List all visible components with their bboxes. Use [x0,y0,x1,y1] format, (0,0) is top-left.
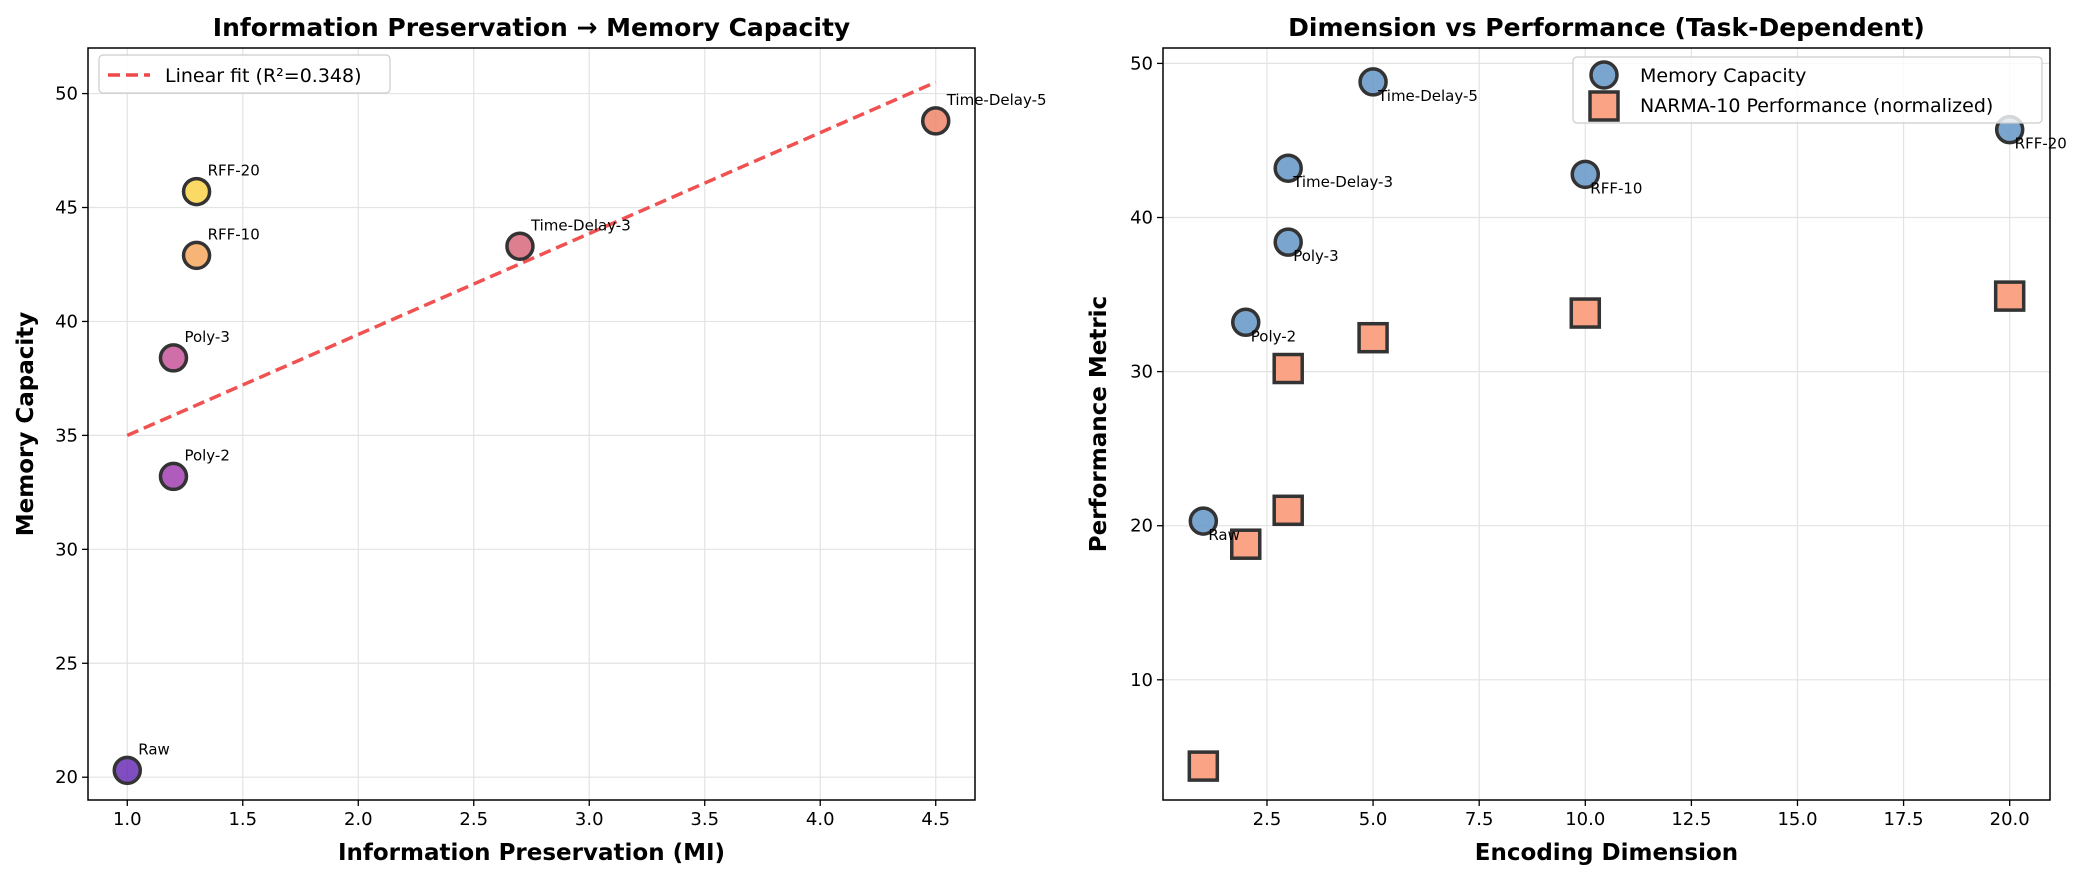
point-label: Time-Delay-3 [530,216,631,234]
point-label: Poly-3 [184,328,229,346]
point-label: Time-Delay-5 [1377,87,1478,105]
x-tick-label: 5.0 [1359,809,1388,830]
right-scatter-plot: 2.5 5.0 7.5 10.0 12.5 15.0 17.5 20.0 10 20 30 40 50 D… [1086,13,2067,866]
legend-series-label: NARMA-10 Performance (normalized) [1640,95,1993,117]
x-tick-label: 12.5 [1671,809,1711,830]
narma-square-point [1272,494,1304,527]
memory-circle-point [1188,506,1219,536]
y-axis-title: Memory Capacity [13,312,39,537]
x-tick-label: 10.0 [1565,809,1605,830]
narma-square-point [1187,750,1220,782]
x-axis-title: Encoding Dimension [1475,840,1738,866]
point-label: RFF-10 [1590,179,1642,197]
y-tick-label: 50 [1130,53,1153,74]
linear-fit-line [126,80,937,437]
legend-fit-label: Linear fit (R²=0.348) [165,65,362,87]
point-label: RFF-20 [208,162,260,180]
data-point [158,461,189,492]
y-tick-label: 30 [1130,362,1153,383]
memory-circle-point [1358,67,1388,97]
y-tick-label: 30 [55,539,78,560]
x-tick-label: 4.0 [806,809,835,830]
point-label: Poly-2 [1251,327,1296,345]
memory-circle-point [1570,159,1601,190]
y-axis-title: Performance Metric [1086,296,1112,552]
data-point [505,231,535,262]
x-tick-label: 1.0 [113,809,142,830]
narma-square-point [1993,280,2026,312]
x-axis-title: Information Preservation (MI) [338,840,725,866]
x-tick-label: 4.5 [921,809,950,830]
legend-box [98,54,391,94]
legend-square-swatch [1588,90,1620,122]
legend: Linear fit (R²=0.348) [98,54,391,94]
x-tick-label: 2.5 [1253,809,1282,830]
plot-frame [87,47,976,801]
x-tick-label: 2.5 [459,809,488,830]
narma-square-point [1230,528,1262,560]
x-tick-label: 1.5 [228,809,257,830]
legend-series-label: Memory Capacity [1640,65,1806,87]
plot-frame [1162,47,2051,801]
data-point [181,240,212,271]
y-tick-label: 45 [55,198,78,219]
y-tick-label: 20 [1130,516,1153,537]
legend-circle-swatch [1589,60,1619,90]
point-label: RFF-20 [2015,135,2067,153]
x-tick-label: 20.0 [1990,809,2030,830]
memory-circle-point [1273,227,1303,257]
point-label: Raw [138,740,170,758]
point-label: Poly-3 [1293,247,1338,265]
y-tick-label: 35 [55,425,78,446]
x-tick-label: 17.5 [1884,809,1924,830]
point-label: Raw [1208,526,1240,544]
y-tick-label: 40 [55,311,78,332]
memory-circle-point [1273,153,1303,183]
plot-title: Dimension vs Performance (Task-Dependent… [1288,13,1925,42]
x-tick-label: 3.5 [690,809,719,830]
legend-box [1572,56,2043,124]
legend: Memory Capacity NARMA-10 Performance (nor… [1572,56,2043,124]
x-tick-label: 15.0 [1777,809,1817,830]
x-tick-label: 2.0 [344,809,373,830]
narma-square-point [1357,321,1389,354]
data-point [920,106,951,136]
narma-square-point [1272,352,1304,385]
memory-circle-point [1231,307,1261,338]
y-tick-label: 10 [1130,670,1153,691]
x-tick-label: 3.0 [575,809,604,830]
left-scatter-plot: 1.0 1.5 2.0 2.5 3.0 3.5 4.0 4.5 20 25 30 35 40 45 50 In… [13,13,1047,866]
data-point [158,343,189,373]
point-label: Poly-2 [184,446,229,464]
y-tick-label: 20 [55,767,78,788]
y-tick-label: 50 [55,84,78,105]
narma-square-point [1569,297,1602,329]
point-label: RFF-10 [208,225,260,243]
x-tick-label: 7.5 [1465,809,1494,830]
data-point [181,176,212,207]
point-label: Time-Delay-3 [1292,173,1393,191]
y-tick-label: 40 [1130,208,1153,229]
point-label: Time-Delay-5 [946,91,1047,109]
y-tick-label: 25 [55,653,78,674]
plot-title: Information Preservation → Memory Capaci… [213,13,850,42]
data-point [112,755,143,786]
